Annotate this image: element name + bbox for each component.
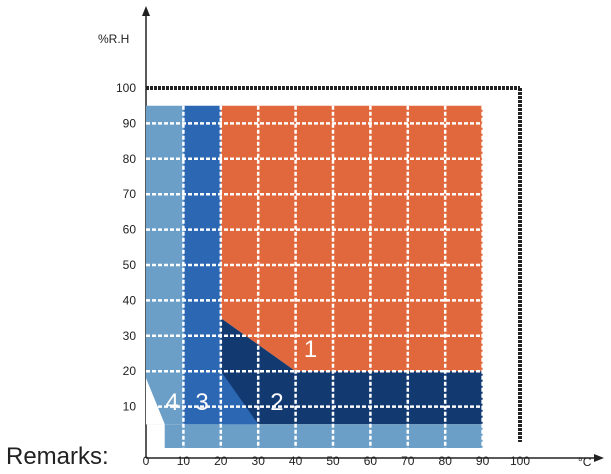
x-tick-label: 20 bbox=[214, 454, 228, 468]
y-tick-label: 100 bbox=[116, 81, 136, 95]
y-tick-label: 10 bbox=[123, 400, 137, 414]
y-tick-label: 30 bbox=[123, 329, 137, 343]
grid-layer bbox=[146, 105, 484, 448]
y-tick-label: 60 bbox=[123, 223, 137, 237]
y-axis-arrow bbox=[142, 6, 150, 16]
zone-4-label: 4 bbox=[166, 389, 179, 416]
zone-3-label: 3 bbox=[195, 389, 208, 416]
zone-2-light-shade bbox=[220, 371, 259, 425]
x-tick-label: 40 bbox=[289, 454, 303, 468]
zone-1-area bbox=[220, 105, 483, 372]
x-tick-label: 10 bbox=[177, 454, 191, 468]
bottom-left-cutout bbox=[146, 378, 165, 425]
x-tick-label: 70 bbox=[401, 454, 415, 468]
y-tick-label: 90 bbox=[123, 116, 137, 130]
y-tick-label: 40 bbox=[123, 293, 137, 307]
x-axis-arrow bbox=[594, 454, 604, 462]
x-tick-label: 60 bbox=[364, 454, 378, 468]
y-tick-label: 50 bbox=[123, 258, 137, 272]
x-tick-labels: 0 10 20 30 40 50 60 70 80 90 100 bbox=[143, 454, 531, 468]
x-tick-label: 50 bbox=[326, 454, 340, 468]
remarks-label: Remarks: bbox=[6, 443, 109, 470]
y-tick-labels: 10 20 30 40 50 60 70 80 90 100 bbox=[116, 81, 136, 414]
y-tick-label: 70 bbox=[123, 187, 137, 201]
zone-2-label: 2 bbox=[270, 389, 283, 416]
x-tick-label: 90 bbox=[476, 454, 490, 468]
x-tick-label: 100 bbox=[510, 454, 530, 468]
zone-1-label: 1 bbox=[304, 336, 317, 363]
x-tick-label: 0 bbox=[143, 454, 150, 468]
x-unit-label: °C bbox=[578, 455, 592, 469]
x-tick-label: 30 bbox=[252, 454, 266, 468]
y-tick-label: 20 bbox=[123, 364, 137, 378]
y-unit-label: %R.H bbox=[98, 32, 129, 46]
bottom-band bbox=[164, 424, 483, 448]
x-tick-label: 80 bbox=[439, 454, 453, 468]
y-tick-label: 80 bbox=[123, 152, 137, 166]
zone-labels: 12 34 bbox=[166, 336, 318, 416]
